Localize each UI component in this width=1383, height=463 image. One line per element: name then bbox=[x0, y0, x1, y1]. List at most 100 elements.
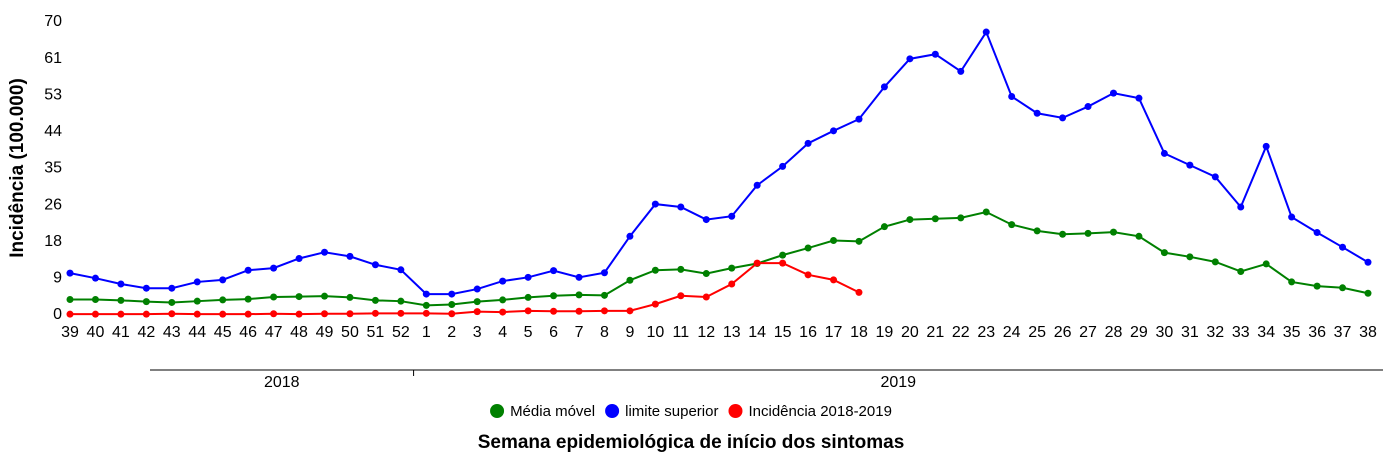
data-point bbox=[321, 248, 329, 256]
data-point bbox=[982, 28, 990, 36]
x-tick-label: 50 bbox=[341, 324, 359, 341]
data-point bbox=[855, 237, 863, 245]
x-tick-label: 26 bbox=[1054, 324, 1072, 341]
x-tick-label: 4 bbox=[498, 324, 507, 341]
y-tick-label: 44 bbox=[44, 123, 62, 140]
data-point bbox=[1059, 114, 1067, 122]
y-tick-label: 70 bbox=[44, 13, 62, 30]
data-point bbox=[855, 115, 863, 123]
x-tick-label: 18 bbox=[850, 324, 868, 341]
data-point bbox=[1033, 227, 1041, 235]
data-point bbox=[244, 266, 252, 274]
data-point bbox=[550, 292, 558, 300]
data-point bbox=[626, 276, 634, 284]
data-point bbox=[473, 298, 481, 306]
x-tick-label: 43 bbox=[163, 324, 181, 341]
data-point bbox=[1084, 103, 1092, 111]
x-tick-label: 41 bbox=[112, 324, 130, 341]
data-point bbox=[1211, 258, 1219, 266]
y-tick-label: 35 bbox=[44, 160, 62, 177]
data-point bbox=[1059, 230, 1067, 238]
data-point bbox=[702, 216, 710, 224]
data-point bbox=[346, 252, 354, 260]
data-point bbox=[142, 310, 150, 318]
data-point bbox=[193, 278, 201, 286]
data-point bbox=[66, 296, 74, 304]
data-point bbox=[346, 310, 354, 318]
data-point bbox=[91, 310, 99, 318]
data-point bbox=[600, 269, 608, 277]
y-tick-label: 53 bbox=[44, 86, 62, 103]
x-tick-label: 14 bbox=[748, 324, 766, 341]
data-point bbox=[779, 162, 787, 170]
legend-marker bbox=[605, 404, 620, 418]
x-tick-label: 2 bbox=[447, 324, 456, 341]
x-tick-label: 36 bbox=[1308, 324, 1326, 341]
data-point bbox=[270, 293, 278, 301]
data-point bbox=[804, 139, 812, 147]
x-tick-label: 5 bbox=[524, 324, 533, 341]
data-point bbox=[1364, 289, 1372, 297]
series-line bbox=[70, 262, 860, 316]
data-point bbox=[830, 276, 838, 284]
data-point bbox=[270, 264, 278, 272]
data-point bbox=[1364, 258, 1372, 266]
data-point bbox=[1313, 282, 1321, 290]
x-tick-label: 46 bbox=[239, 324, 257, 341]
data-point bbox=[575, 291, 583, 299]
data-point bbox=[448, 310, 456, 318]
y-axis-title: Incidência (100.000) bbox=[7, 78, 28, 258]
data-point bbox=[142, 284, 150, 292]
x-group-label: 2019 bbox=[880, 374, 916, 391]
x-tick-label: 30 bbox=[1155, 324, 1173, 341]
data-point bbox=[550, 307, 558, 315]
data-point bbox=[499, 296, 507, 304]
x-tick-label: 45 bbox=[214, 324, 232, 341]
x-tick-label: 42 bbox=[137, 324, 155, 341]
data-point bbox=[66, 310, 74, 318]
data-point bbox=[524, 307, 532, 315]
data-point bbox=[779, 259, 787, 267]
data-point bbox=[321, 310, 329, 318]
legend-label: Incidência 2018-2019 bbox=[748, 403, 891, 420]
data-point bbox=[524, 273, 532, 281]
data-point bbox=[117, 280, 125, 288]
data-point bbox=[702, 270, 710, 278]
data-point bbox=[702, 293, 710, 301]
data-point bbox=[1262, 260, 1270, 268]
data-point bbox=[677, 292, 685, 300]
data-point bbox=[1109, 89, 1117, 97]
data-point bbox=[524, 293, 532, 301]
data-point bbox=[422, 301, 430, 309]
x-axis-title: Semana epidemiológica de início dos sint… bbox=[478, 432, 905, 453]
x-tick-label: 11 bbox=[673, 324, 690, 341]
x-tick-label: 7 bbox=[575, 324, 584, 341]
data-point bbox=[168, 310, 176, 318]
data-point bbox=[371, 296, 379, 304]
data-point bbox=[371, 261, 379, 269]
legend-marker bbox=[728, 404, 743, 418]
data-point bbox=[1262, 142, 1270, 150]
data-point bbox=[651, 200, 659, 208]
data-point bbox=[295, 293, 303, 301]
data-point bbox=[499, 308, 507, 316]
x-tick-label: 21 bbox=[926, 324, 944, 341]
data-point bbox=[168, 298, 176, 306]
data-point bbox=[651, 300, 659, 308]
data-point bbox=[906, 55, 914, 63]
data-point bbox=[1211, 173, 1219, 181]
data-point bbox=[66, 269, 74, 277]
x-tick-label: 9 bbox=[625, 324, 634, 341]
y-tick-label: 0 bbox=[53, 306, 62, 323]
x-tick-label: 22 bbox=[952, 324, 970, 341]
data-point bbox=[931, 50, 939, 58]
y-tick-label: 9 bbox=[53, 270, 62, 287]
data-point bbox=[677, 203, 685, 211]
data-point bbox=[117, 310, 125, 318]
x-tick-label: 19 bbox=[876, 324, 894, 341]
data-point bbox=[779, 251, 787, 259]
x-tick-label: 44 bbox=[188, 324, 206, 341]
x-tick-label: 39 bbox=[61, 324, 79, 341]
data-point bbox=[957, 214, 965, 222]
x-tick-label: 37 bbox=[1334, 324, 1352, 341]
